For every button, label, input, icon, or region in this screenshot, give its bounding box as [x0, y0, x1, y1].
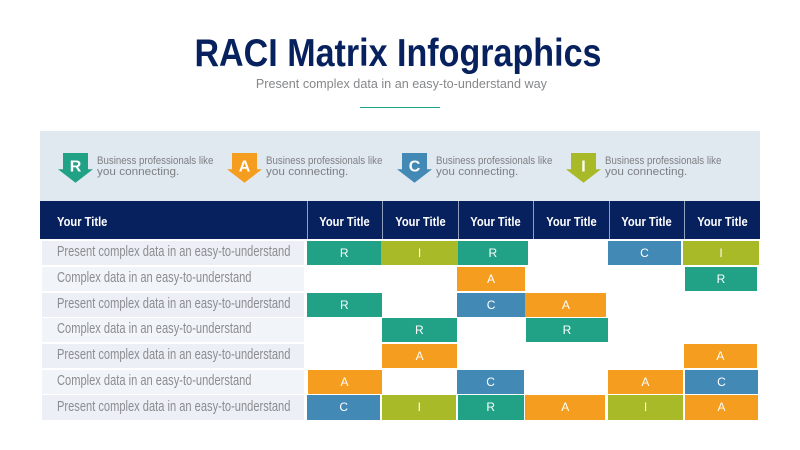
- svg-text:R: R: [70, 158, 82, 175]
- svg-text:A: A: [239, 158, 251, 175]
- svg-text:I: I: [581, 158, 585, 175]
- svg-text:C: C: [409, 158, 421, 175]
